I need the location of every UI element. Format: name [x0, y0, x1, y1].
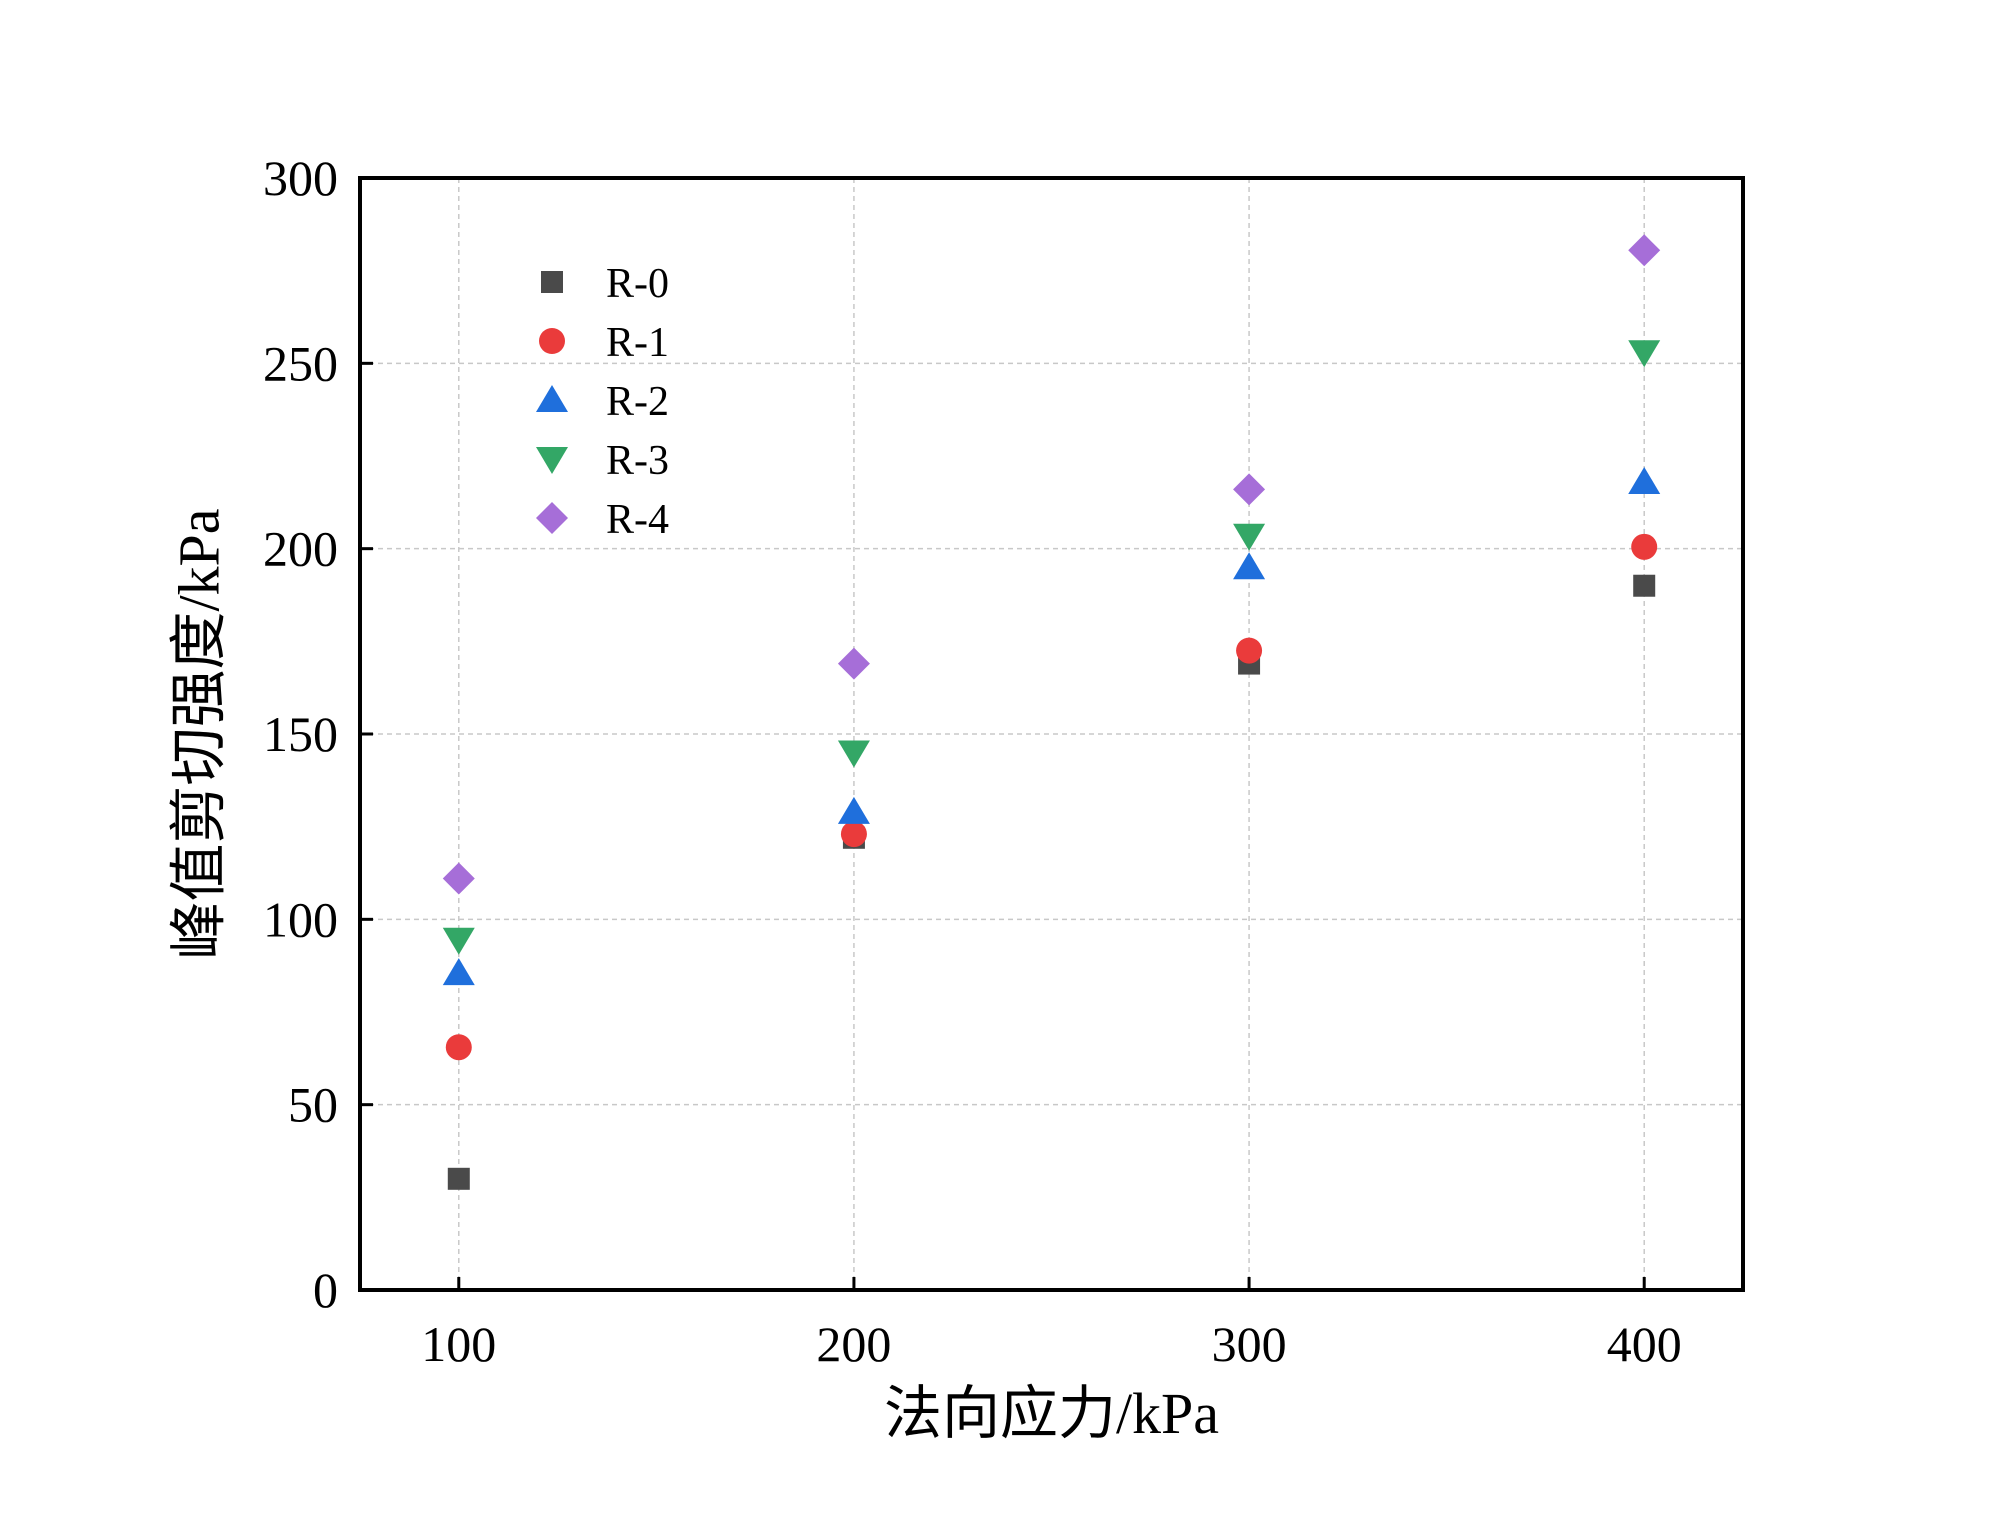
legend-item: R-3	[536, 438, 669, 484]
x-tick-label: 300	[1212, 1316, 1287, 1372]
data-point	[1633, 574, 1656, 597]
legend: R-0 R-1 R-2 R-3 R-4	[536, 261, 669, 543]
series-r-4	[442, 234, 1661, 895]
series-r-3	[442, 340, 1661, 955]
series-r-2	[442, 466, 1661, 986]
legend-item: R-2	[536, 379, 669, 425]
data-point	[1236, 637, 1263, 664]
data-point	[837, 796, 870, 824]
grid-lines	[360, 178, 1743, 1290]
data-points	[442, 234, 1661, 1190]
legend-marker	[536, 502, 568, 534]
y-tick-label: 250	[263, 335, 338, 391]
data-point	[445, 1034, 472, 1061]
data-point	[442, 862, 475, 895]
data-point	[1233, 523, 1266, 551]
data-point	[442, 958, 475, 986]
legend-label: R-1	[606, 320, 669, 366]
legend-marker	[536, 385, 568, 412]
data-point	[840, 821, 867, 848]
legend-label: R-4	[606, 497, 669, 543]
y-tick-label: 50	[288, 1077, 338, 1133]
x-axis-label: 法向应力/kPa	[884, 1381, 1219, 1446]
legend-label: R-2	[606, 379, 669, 425]
series-r-1	[445, 533, 1658, 1061]
legend-marker	[539, 328, 565, 354]
axis-ticks	[360, 176, 1646, 1292]
y-axis-tick-labels: 0 50 100 150 200 250 300	[263, 150, 338, 1318]
data-point	[447, 1167, 470, 1190]
y-tick-label: 100	[263, 891, 338, 947]
x-tick-label: 200	[816, 1316, 891, 1372]
data-point	[1631, 533, 1658, 560]
data-point	[1628, 466, 1661, 494]
data-point	[837, 740, 870, 768]
legend-marker	[541, 271, 563, 293]
legend-item: R-4	[536, 497, 669, 543]
y-tick-label: 200	[263, 521, 338, 577]
legend-item: R-1	[539, 320, 669, 366]
data-point	[1628, 234, 1661, 267]
y-tick-label: 300	[263, 150, 338, 206]
y-tick-label: 150	[263, 706, 338, 762]
legend-marker	[536, 447, 568, 474]
series-r-0	[447, 574, 1656, 1190]
legend-label: R-3	[606, 438, 669, 484]
data-point	[1233, 552, 1266, 580]
legend-item: R-0	[541, 261, 669, 307]
y-axis-label: 峰值剪切强度/kPa	[166, 508, 231, 959]
data-point	[1628, 340, 1661, 368]
data-point	[442, 927, 475, 955]
x-tick-label: 400	[1607, 1316, 1682, 1372]
x-tick-label: 100	[421, 1316, 496, 1372]
y-tick-label: 0	[313, 1262, 338, 1318]
data-point	[1233, 473, 1266, 506]
x-axis-tick-labels: 100 200 300 400	[421, 1316, 1681, 1372]
legend-label: R-0	[606, 261, 669, 307]
data-point	[837, 647, 870, 680]
